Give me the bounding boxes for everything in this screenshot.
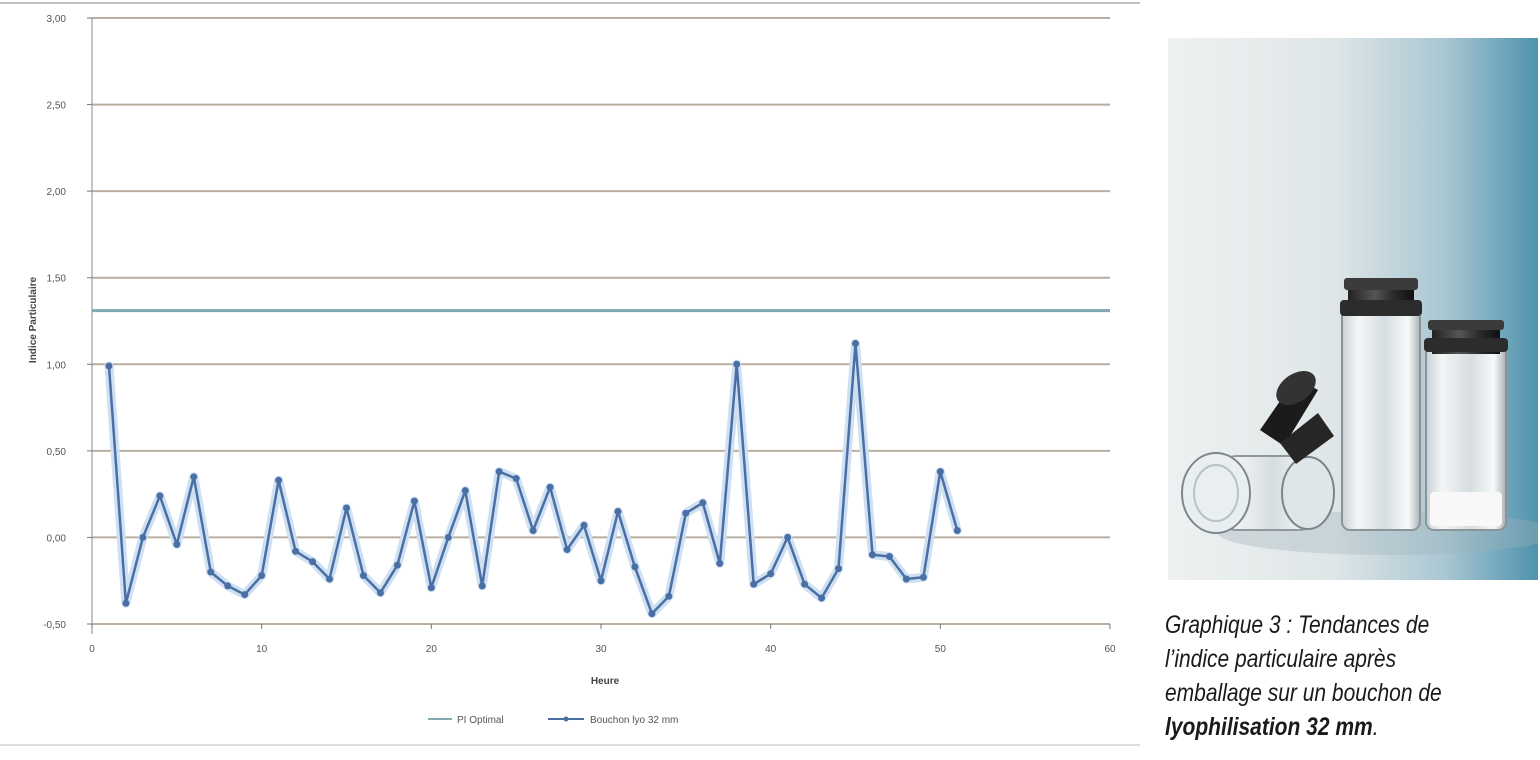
legend-label-pi-optimal: PI Optimal [457, 715, 504, 726]
caption-line-2: l’indice particulaire après [1165, 645, 1397, 673]
vials-image [1168, 38, 1538, 580]
data-point [665, 592, 673, 600]
data-point [750, 580, 758, 588]
figure-caption: Graphique 3 : Tendances de l’indice part… [1165, 608, 1518, 744]
data-point [156, 492, 164, 500]
vial-lying-icon [1181, 452, 1335, 534]
vial-powder-icon [1424, 320, 1508, 531]
legend-marker-bouchon [563, 716, 569, 722]
data-point [275, 476, 283, 484]
caption-line-4: lyophilisation 32 mm. [1165, 710, 1518, 744]
caption-bold-text: lyophilisation 32 mm [1165, 713, 1373, 741]
y-tick-label: 0,50 [47, 447, 67, 458]
data-point [292, 547, 300, 555]
x-tick-label: 50 [935, 644, 947, 655]
data-point [648, 610, 656, 618]
data-point [953, 527, 961, 535]
data-point [224, 582, 232, 590]
series-glow-bouchon [104, 339, 962, 619]
data-point [376, 589, 384, 597]
line-chart: -0,50 0,00 0,50 1,00 1,50 2,00 2,50 3,00 0 10 20 30… [0, 2, 1140, 746]
data-point [614, 507, 622, 515]
y-tick-label: 2,50 [47, 101, 67, 112]
y-tick-label: 2,00 [47, 187, 67, 198]
x-axis-title: Heure [591, 676, 620, 687]
data-point [173, 540, 181, 548]
data-point [716, 559, 724, 567]
data-point [343, 504, 350, 512]
caption-line-1: Graphique 3 : Tendances de [1165, 611, 1430, 639]
y-axis-title: Indice Particulaire [28, 276, 39, 363]
data-point [393, 561, 401, 569]
data-point [597, 577, 605, 585]
data-point [733, 360, 741, 368]
data-point [529, 527, 537, 535]
data-point [444, 533, 452, 541]
data-point [427, 584, 435, 592]
y-tick-label: 1,00 [47, 360, 67, 371]
vial-stoppered-icon [1340, 278, 1422, 531]
data-point [241, 591, 249, 599]
data-point [359, 572, 367, 580]
data-point [801, 580, 809, 588]
data-point [699, 499, 707, 507]
data-point [818, 594, 826, 602]
x-tick-label: 20 [426, 644, 438, 655]
data-point [936, 468, 944, 476]
data-point [478, 582, 486, 590]
data-point [868, 551, 876, 559]
x-tick-label: 0 [89, 644, 95, 655]
data-point [580, 521, 588, 529]
data-point [682, 509, 690, 517]
legend-label-bouchon: Bouchon lyo 32 mm [590, 715, 678, 726]
x-tick-label: 60 [1104, 644, 1116, 655]
data-point [784, 533, 792, 541]
y-tick-label: 1,50 [47, 274, 67, 285]
data-point [835, 565, 843, 573]
data-point [902, 575, 910, 583]
data-point [885, 552, 893, 560]
data-point [258, 572, 266, 580]
vials-photo [1168, 38, 1538, 580]
data-point [309, 558, 317, 566]
data-point [546, 483, 554, 491]
caption-line-3: emballage sur un bouchon de [1165, 679, 1442, 707]
data-point [410, 497, 418, 505]
data-point [139, 533, 147, 541]
data-point [326, 575, 334, 583]
data-point [852, 340, 859, 348]
x-tick-label: 10 [256, 644, 268, 655]
data-point [461, 487, 469, 495]
data-point [122, 599, 130, 607]
series-line-bouchon [107, 342, 959, 615]
data-point [919, 573, 927, 581]
y-tick-label: 0,00 [47, 533, 67, 544]
data-point [105, 362, 113, 370]
data-point [495, 468, 503, 476]
data-point [767, 570, 775, 578]
rubber-stopper-icon [1260, 370, 1334, 464]
y-tick-label: -0,50 [43, 620, 66, 631]
data-point [563, 546, 571, 554]
chart-panel: -0,50 0,00 0,50 1,00 1,50 2,00 2,50 3,00 0 10 20 30… [0, 2, 1140, 746]
y-tick-label: 3,00 [47, 14, 67, 25]
data-point [190, 473, 198, 481]
x-tick-label: 30 [595, 644, 607, 655]
data-point [207, 568, 215, 576]
data-point [631, 563, 639, 571]
x-tick-label: 40 [765, 644, 777, 655]
data-point [512, 475, 520, 483]
caption-period: . [1372, 713, 1379, 741]
